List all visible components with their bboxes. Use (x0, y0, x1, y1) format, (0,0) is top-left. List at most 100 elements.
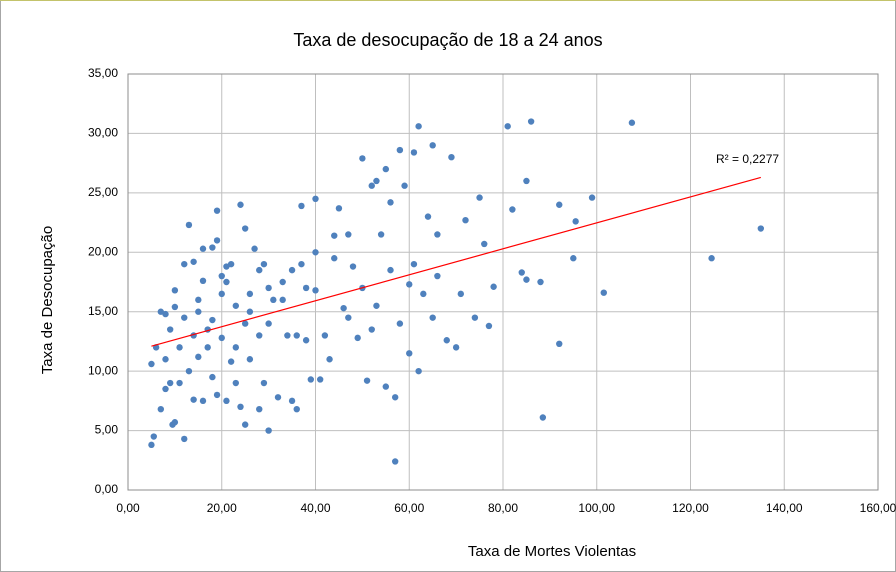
point (218, 290, 225, 298)
point (570, 255, 577, 262)
point (326, 356, 333, 363)
y-tick-label: 30,00 (88, 126, 118, 140)
point (260, 379, 268, 387)
point (312, 287, 319, 294)
point (171, 303, 179, 311)
point (539, 414, 547, 421)
point (415, 367, 422, 375)
point (406, 350, 413, 357)
point (373, 177, 380, 185)
point (556, 201, 563, 208)
point (410, 260, 418, 268)
point (434, 231, 441, 238)
point (199, 397, 207, 405)
point (387, 266, 394, 274)
point (443, 337, 450, 344)
point (349, 263, 357, 270)
annotation: R² = 0,2277 (716, 152, 779, 166)
y-tick-label: 10,00 (88, 363, 118, 377)
point (246, 356, 254, 363)
point (176, 344, 183, 351)
point (312, 249, 319, 256)
trendline (151, 176, 761, 347)
point (166, 379, 174, 387)
point (298, 202, 305, 210)
point (396, 146, 404, 154)
y-axis-label: Taxa de Desocupação (39, 226, 56, 374)
point (359, 155, 366, 162)
x-tick-label: 140,00 (766, 501, 803, 515)
point (345, 314, 352, 321)
y-tick-label: 25,00 (88, 185, 118, 199)
point (377, 231, 385, 238)
point (391, 458, 399, 465)
point (312, 195, 319, 202)
point (424, 213, 432, 220)
point (316, 376, 324, 383)
point (171, 419, 179, 426)
point (209, 373, 216, 381)
point (504, 123, 511, 130)
point (481, 240, 488, 248)
point (307, 376, 315, 383)
point (209, 316, 216, 324)
point (195, 308, 202, 315)
point (391, 394, 399, 401)
point (368, 326, 375, 333)
point (209, 244, 216, 251)
point (420, 290, 427, 298)
point (448, 154, 455, 161)
chart-title: Taxa de desocupação de 18 a 24 anos (293, 30, 602, 50)
point (628, 119, 636, 126)
point (382, 165, 390, 173)
plot-border (127, 73, 879, 491)
x-tick-label: 0,00 (116, 501, 140, 515)
point (288, 266, 296, 274)
point (302, 337, 310, 344)
point (213, 237, 221, 244)
point (237, 201, 244, 208)
point (293, 405, 300, 413)
point (279, 278, 286, 286)
point (199, 245, 207, 252)
point (213, 391, 221, 399)
point (298, 260, 305, 268)
point (476, 194, 483, 201)
point (363, 377, 371, 384)
x-tick-label: 100,00 (578, 501, 615, 515)
point (401, 182, 408, 189)
x-tick-label: 60,00 (394, 501, 424, 515)
point (265, 427, 272, 434)
point (321, 332, 329, 339)
point (284, 332, 291, 339)
x-tick-label: 80,00 (488, 501, 518, 515)
point (150, 433, 157, 440)
point (415, 123, 422, 130)
point (354, 334, 361, 342)
point (387, 199, 394, 206)
point (471, 314, 479, 321)
point (368, 182, 375, 189)
point (523, 276, 530, 283)
point (148, 360, 155, 368)
point (335, 205, 343, 212)
point (232, 344, 240, 351)
point (218, 272, 225, 280)
x-tick-label: 20,00 (207, 501, 237, 515)
point (382, 383, 390, 390)
point (396, 320, 404, 327)
point (518, 269, 525, 276)
point (256, 332, 263, 339)
point (241, 225, 249, 232)
y-tick-label: 15,00 (88, 304, 118, 318)
point (148, 441, 155, 449)
point (162, 385, 169, 393)
point (462, 216, 469, 224)
point (162, 310, 169, 318)
point (302, 284, 310, 292)
point (166, 326, 174, 333)
point (181, 260, 188, 268)
point (265, 284, 272, 292)
